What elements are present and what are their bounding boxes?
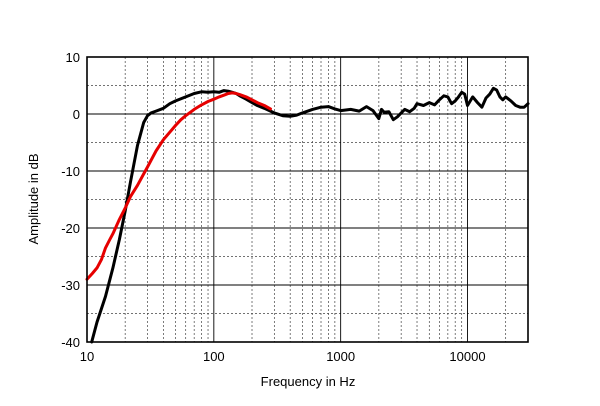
x-tick-label: 10 <box>80 349 94 364</box>
series-line-2 <box>85 91 272 281</box>
y-tick-label: 10 <box>66 50 80 65</box>
y-axis-title: Amplitude in dB <box>26 153 41 244</box>
y-tick-label: -10 <box>61 164 80 179</box>
minor-grid <box>87 57 529 342</box>
series-line-1 <box>90 86 530 344</box>
plot-frame <box>86 56 529 343</box>
y-tick-label: -40 <box>61 335 80 350</box>
y-tick-labels: 10 0 -10 -20 -30 -40 <box>61 50 80 350</box>
y-tick-label: 0 <box>73 107 80 122</box>
series-layer <box>85 86 530 344</box>
x-tick-label: 1000 <box>326 349 355 364</box>
x-tick-label: 10000 <box>449 349 485 364</box>
x-tick-labels: 10 100 1000 10000 <box>80 349 486 364</box>
x-axis-title: Frequency in Hz <box>261 374 356 389</box>
x-tick-label: 100 <box>203 349 225 364</box>
y-tick-label: -20 <box>61 221 80 236</box>
y-tick-label: -30 <box>61 278 80 293</box>
